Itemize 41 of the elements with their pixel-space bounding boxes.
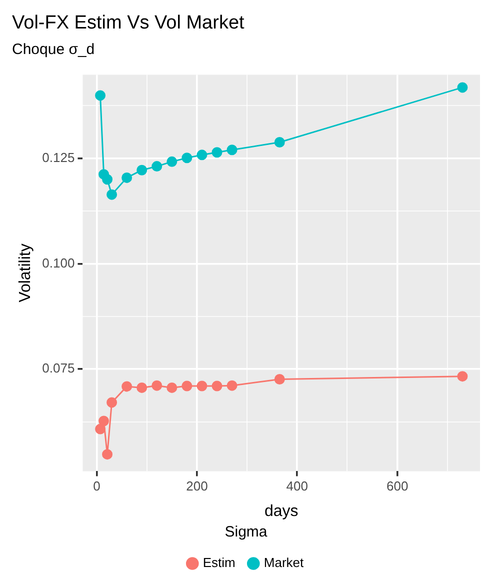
legend-label: Estim xyxy=(202,555,236,570)
x-tick-label: 400 xyxy=(286,478,308,494)
point xyxy=(122,381,132,392)
point xyxy=(106,189,118,200)
point xyxy=(274,374,285,385)
point xyxy=(166,156,178,167)
point xyxy=(102,174,113,185)
point xyxy=(182,152,192,164)
x-tick-label: 600 xyxy=(386,478,408,494)
y-tick-label: 0.100 xyxy=(42,255,75,270)
x-tick-label: 0 xyxy=(93,478,100,494)
point xyxy=(152,380,162,391)
legend-title: Sigma xyxy=(224,524,268,541)
point xyxy=(212,380,222,392)
point xyxy=(212,147,222,158)
y-tick-label: 0.075 xyxy=(42,360,75,376)
point xyxy=(122,172,132,183)
point xyxy=(136,382,148,393)
chart-subtitle: Choque σ_d xyxy=(12,40,95,58)
x-tick-label: 200 xyxy=(186,478,208,494)
point xyxy=(166,382,178,393)
legend-label: Market xyxy=(264,555,304,570)
point xyxy=(226,380,238,391)
point xyxy=(152,161,162,172)
chart-title: Vol-FX Estim Vs Vol Market xyxy=(12,12,246,34)
y-tick-label: 0.125 xyxy=(42,150,75,165)
point xyxy=(196,380,208,392)
point xyxy=(457,82,468,93)
point xyxy=(95,90,106,101)
point xyxy=(457,371,468,382)
point xyxy=(182,380,192,392)
x-axis-title: days xyxy=(264,502,298,520)
point xyxy=(226,144,238,156)
point xyxy=(98,416,110,426)
y-axis-title: Volatility xyxy=(17,244,34,302)
point xyxy=(136,164,148,176)
point xyxy=(196,150,208,160)
point xyxy=(95,424,106,434)
point xyxy=(102,449,113,460)
point xyxy=(106,397,118,408)
point xyxy=(274,137,285,148)
